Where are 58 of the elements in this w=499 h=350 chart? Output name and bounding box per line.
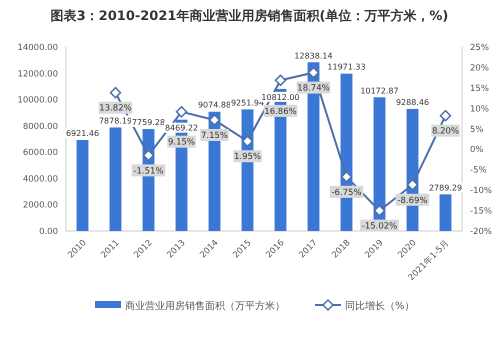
y2-tick-label: -5% [470,166,487,176]
y2-tick-label: -15% [470,206,492,217]
data-label: 8.20% [432,126,460,137]
data-label: 7878.19 [98,116,132,126]
data-label: 1.95% [234,152,262,162]
bar [440,194,452,231]
point [374,204,386,216]
data-label: -1.51% [133,166,164,176]
y-tick-label: 12000.00 [17,69,58,80]
point [242,136,254,147]
point [176,106,188,118]
data-label: 7759.28 [132,118,166,128]
y2-tick-label: 20% [470,63,489,74]
legend-label: 商业营业用房销售面积（万平方米） [125,300,285,312]
data-label: 9074.88 [198,100,232,110]
data-label: 2789.29 [428,183,462,192]
data-label: 7.15% [200,130,228,141]
point [208,114,220,126]
data-label: 12838.14 [294,51,333,60]
point [440,110,452,122]
y2-tick-label: 10% [470,104,489,114]
data-label: 13.82% [99,104,132,114]
data-label: 8469.22 [164,124,198,133]
point [110,86,122,98]
y2-tick-label: -10% [470,186,492,196]
point [406,179,418,191]
y2-tick-label: 0% [470,145,484,156]
legend-label: 同比增长（%） [345,300,415,312]
data-label: 18.74% [297,84,330,94]
point [142,150,154,162]
y-tick-label: 6000.00 [22,148,58,158]
y-tick-label: 2000.00 [22,200,58,211]
bar [76,140,88,231]
data-label: 9.15% [168,138,196,148]
y-tick-label: 8000.00 [22,122,58,132]
point [340,171,352,183]
data-label: 16.86% [264,106,297,117]
y2-tick-label: 25% [470,43,489,53]
y2-tick-label: -20% [470,227,492,237]
data-label: 11971.33 [327,62,366,72]
y2-tick-label: 5% [470,124,484,135]
data-label: 9251.94 [230,98,264,108]
data-label: 10812.00 [261,92,300,102]
y-tick-label: 14000.00 [17,43,58,53]
point [308,66,320,78]
point [274,74,286,86]
y-tick-label: 0.00 [39,227,58,237]
y-tick-label: 10000.00 [17,96,58,106]
data-label: 9288.46 [396,98,430,107]
data-label: 6921.46 [66,129,100,138]
data-label: -15.02% [362,222,398,232]
y2-tick-label: 15% [470,84,489,94]
chart-title: 图表3：2010-2021年商业营业用房销售面积(单位：万平方米，%) [50,8,448,24]
y-tick-label: 4000.00 [22,174,58,184]
data-label: -6.75% [331,188,362,198]
data-label: 10172.87 [360,86,399,96]
data-label: -8.69% [397,196,428,206]
bar [110,127,122,231]
